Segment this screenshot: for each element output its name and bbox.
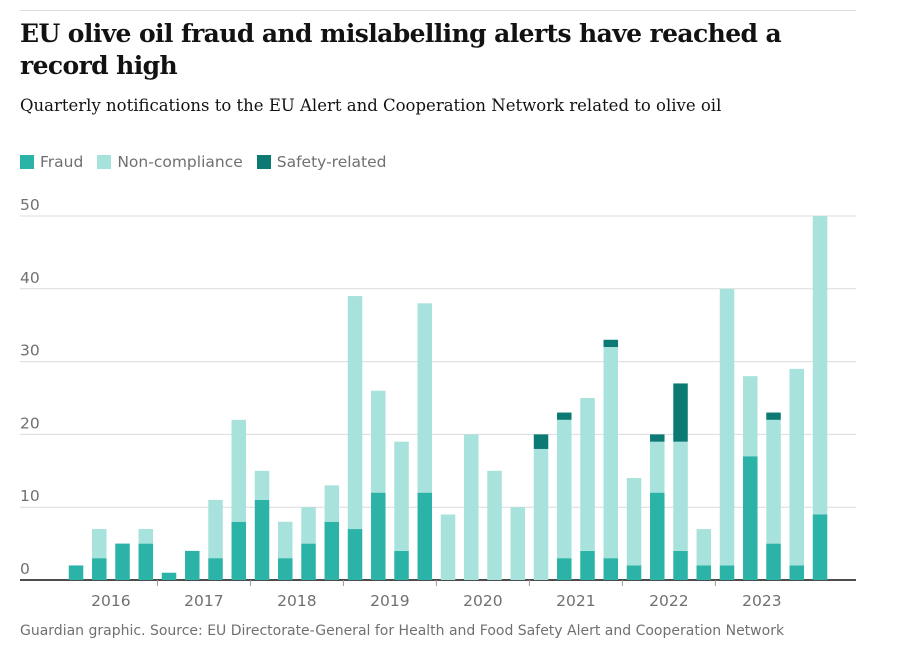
bar-segment — [557, 419, 572, 559]
bar-segment — [719, 565, 735, 580]
bar-segment — [115, 543, 130, 580]
bar-segment — [812, 216, 828, 515]
bar-segment — [347, 529, 363, 580]
bar-segment — [68, 565, 84, 580]
bar-segment — [301, 543, 316, 580]
bar-segment — [254, 470, 270, 500]
bar-segment — [138, 543, 154, 580]
y-tick-label: 0 — [20, 560, 30, 578]
x-tick-label: 2021 — [556, 592, 595, 610]
y-tick-label: 30 — [20, 342, 40, 360]
bar-segment — [324, 485, 340, 522]
bar-segment — [278, 558, 293, 580]
bar-segment — [626, 565, 642, 580]
bar-segment — [417, 492, 433, 580]
bar-segment — [138, 529, 154, 544]
x-tick-label: 2016 — [91, 592, 130, 610]
bar-segment — [603, 339, 619, 348]
top-rule — [20, 10, 856, 11]
bar-segment — [557, 412, 572, 420]
legend-label: Safety-related — [276, 153, 387, 171]
legend-item: Non-compliance — [97, 153, 243, 171]
bar-segment — [510, 507, 526, 580]
bar-segment — [92, 529, 107, 559]
bar-segment — [324, 521, 340, 580]
chart-subtitle: Quarterly notifications to the EU Alert … — [20, 96, 722, 115]
y-tick-label: 40 — [20, 269, 40, 287]
bar-segment — [464, 434, 479, 580]
bar-segment — [580, 550, 595, 580]
bar-segment — [533, 434, 549, 449]
bar-segment — [696, 565, 712, 580]
bar-segment — [743, 376, 758, 457]
bar-segment — [650, 441, 665, 493]
bar-segment — [533, 448, 549, 580]
x-tick-label: 2020 — [463, 592, 502, 610]
legend-label: Non-compliance — [117, 153, 243, 171]
bar-segment — [626, 478, 642, 566]
y-tick-label: 50 — [20, 196, 40, 214]
bar-segment — [812, 514, 828, 580]
bar-segment — [185, 550, 200, 580]
y-tick-label: 10 — [20, 487, 40, 505]
bar-segment — [743, 456, 758, 580]
bar-segment — [766, 412, 781, 420]
bar-segment — [557, 558, 572, 580]
chart-title: EU olive oil fraud and mislabelling aler… — [20, 19, 782, 80]
legend-swatch — [256, 155, 271, 169]
bar-segment — [231, 521, 247, 580]
bar-segment — [766, 543, 781, 580]
bar-segment — [603, 558, 619, 580]
bar-segment — [208, 558, 223, 580]
legend-label: Fraud — [40, 153, 84, 171]
source-note: Guardian graphic. Source: EU Directorate… — [20, 623, 785, 639]
bar-segment — [650, 434, 665, 442]
bar-segment — [766, 419, 781, 544]
legend-item: Safety-related — [256, 153, 387, 171]
bar-segment — [161, 572, 177, 580]
bar-segment — [696, 529, 712, 566]
bar-segment — [603, 347, 619, 559]
bar-segment — [371, 390, 386, 493]
bar-segment — [789, 368, 805, 566]
bar-segment — [719, 288, 735, 566]
bar-segment — [394, 441, 409, 551]
x-tick-label: 2017 — [184, 592, 223, 610]
bar-segment — [231, 419, 247, 522]
bar-segment — [789, 565, 805, 580]
bar-segment — [254, 499, 270, 580]
legend-item: Fraud — [20, 153, 83, 171]
bar-segment — [440, 514, 456, 580]
x-tick-label: 2019 — [370, 592, 409, 610]
bar-segment — [92, 558, 107, 580]
x-tick-label: 2022 — [649, 592, 688, 610]
legend-swatch — [97, 155, 112, 169]
bar-segment — [487, 470, 502, 580]
bar-segment — [347, 296, 363, 530]
bar-segment — [394, 550, 409, 580]
y-tick-label: 20 — [20, 414, 40, 432]
x-tick-label: 2018 — [277, 592, 316, 610]
bar-segment — [417, 303, 433, 493]
bar-segment — [208, 499, 223, 559]
bar-segment — [580, 398, 595, 551]
bar-segment — [301, 507, 316, 544]
bar-segment — [673, 550, 688, 580]
x-tick-label: 2023 — [742, 592, 781, 610]
bar-segment — [278, 521, 293, 559]
legend: Fraud Non-compliance Safety-related — [20, 153, 387, 171]
bar-segment — [673, 441, 688, 551]
legend-swatch — [20, 155, 34, 169]
bar-segment — [650, 492, 665, 580]
bar-segment — [673, 383, 688, 442]
bar-segment — [371, 492, 386, 580]
